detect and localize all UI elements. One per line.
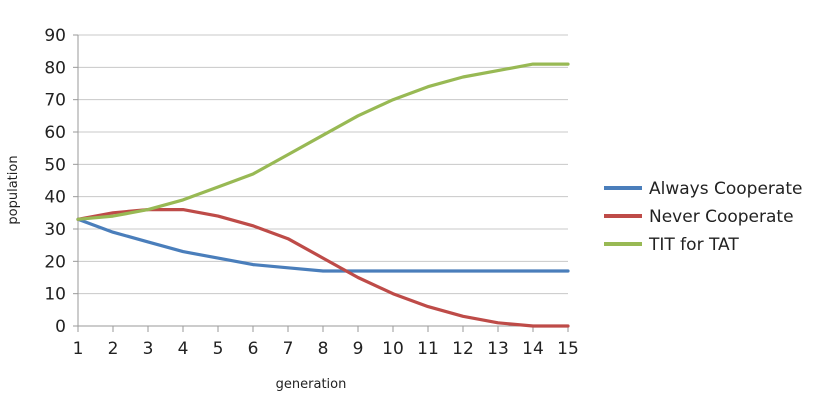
y-tick-labels: 0 10 20 30 40 50 60 70 80 90 — [44, 26, 66, 337]
x-tick-label: 7 — [283, 339, 294, 359]
legend-label: Never Cooperate — [649, 207, 794, 227]
x-tick-label: 10 — [382, 339, 404, 359]
y-tick-label: 10 — [44, 285, 66, 305]
x-tick-label: 3 — [143, 339, 154, 359]
x-tick-label: 15 — [557, 339, 579, 359]
x-tick-labels: 1 2 3 4 5 6 7 8 9 10 11 12 13 14 15 — [73, 339, 579, 359]
x-tick-label: 12 — [452, 339, 474, 359]
series-lines — [76, 62, 570, 328]
series-line-never-cooperate — [76, 208, 570, 328]
y-tick-label: 70 — [44, 91, 66, 111]
legend-label: Always Cooperate — [649, 179, 802, 199]
series-line-always-cooperate — [76, 217, 570, 273]
x-tick-label: 4 — [178, 339, 189, 359]
y-axis-title: population — [6, 155, 21, 224]
x-tick-label: 2 — [108, 339, 119, 359]
grid-lines — [78, 34, 568, 295]
y-tick-label: 40 — [44, 188, 66, 208]
x-tick-label: 11 — [417, 339, 439, 359]
y-tick-label: 20 — [44, 252, 66, 272]
y-tick-label: 0 — [55, 317, 66, 337]
x-tick-label: 8 — [318, 339, 329, 359]
series-line-tit-for-tat — [76, 62, 570, 221]
x-tick-label: 5 — [213, 339, 224, 359]
x-tick-label: 1 — [73, 339, 84, 359]
x-tick-label: 9 — [353, 339, 364, 359]
y-tick-label: 50 — [44, 155, 66, 175]
y-tick-label: 90 — [44, 26, 66, 46]
y-tick-label: 30 — [44, 220, 66, 240]
legend-label: TIT for TAT — [648, 235, 739, 255]
x-tick-label: 14 — [522, 339, 544, 359]
y-tick-label: 60 — [44, 123, 66, 143]
y-tick-label: 80 — [44, 58, 66, 78]
x-tick-label: 13 — [487, 339, 509, 359]
x-tick-label: 6 — [248, 339, 259, 359]
legend: Always Cooperate Never Cooperate TIT for T… — [604, 179, 802, 255]
axes — [73, 34, 569, 332]
x-axis-title: generation — [276, 377, 347, 392]
